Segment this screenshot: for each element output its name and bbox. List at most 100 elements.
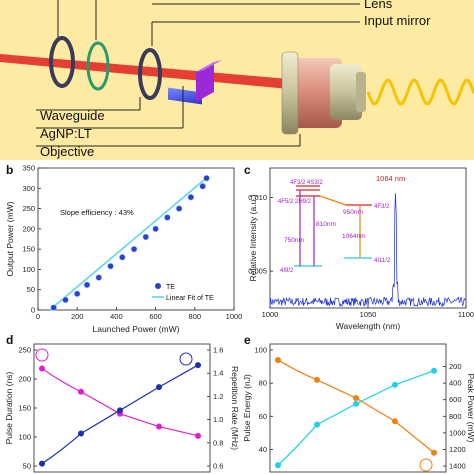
data-point-te: [83, 281, 91, 289]
objective-body: [288, 58, 342, 128]
panel-label-b: b: [6, 163, 13, 177]
y-axis-label-b: Output Power (mW): [5, 201, 15, 276]
data-point: [39, 460, 45, 467]
inset-label-950: 950nm: [343, 209, 363, 216]
y2-tick-label: 1200: [449, 445, 466, 454]
y2-tick-label: 800: [449, 412, 462, 421]
data-point: [353, 400, 359, 407]
label-input-mirror: Input mirror: [364, 13, 431, 28]
legend-fit: Linear Fit of TE: [166, 295, 214, 302]
objective-cap: [330, 64, 362, 120]
inset-label-bottom-left: 4I9/2: [280, 268, 294, 274]
data-point-te: [152, 225, 159, 233]
inset-label-mid-right: 4F3/2: [374, 204, 390, 210]
y-tick-label-c: 0.010: [248, 193, 267, 202]
y-axis-label-e: Pulse Energy (nJ): [242, 374, 252, 442]
y-tick-label: 50: [23, 462, 31, 471]
transition-arrow: [319, 195, 347, 206]
y2-tick-label: 1400: [449, 462, 466, 471]
y-tick-label-b: 100: [22, 265, 35, 274]
data-point: [78, 388, 84, 395]
data-point-te: [107, 262, 114, 270]
x-tick-label-b: 400: [110, 312, 123, 321]
output-beam: [366, 78, 474, 106]
x-axis-label-b: Launched Power (mW): [93, 324, 180, 334]
data-point-te: [164, 214, 171, 221]
panel-label-d: d: [6, 333, 13, 347]
x-tick-label-b: 200: [71, 312, 84, 321]
y-tick-label: 40: [259, 445, 267, 454]
series-line: [277, 370, 435, 466]
y2-tick-label: 0.6: [213, 462, 223, 471]
panel-e: e 100 80 60 40 200 400 600 800 1000 1200 1400 Pul…: [242, 333, 474, 473]
x-tick-label-b: 600: [149, 312, 162, 321]
x-tick-label-c: 1100: [458, 310, 474, 319]
highlight-circle: [35, 348, 49, 362]
data-point: [195, 432, 201, 439]
data-point: [314, 376, 320, 383]
x-axis-label-c: Wavelength (nm): [336, 321, 401, 331]
x-tick-label-c: 1050: [360, 310, 377, 319]
y2-tick-label: 1000: [449, 428, 466, 437]
y-tick-label-b: 0: [31, 306, 35, 315]
y-tick-label: 60: [259, 412, 267, 421]
objective-ring: [281, 51, 299, 135]
highlight-circle: [179, 352, 193, 366]
legend-marker-te: [155, 283, 161, 289]
x-tick-label-b: 1000: [226, 312, 243, 321]
label-lens: Lens: [364, 0, 393, 11]
data-point: [392, 418, 398, 425]
peak-label: 1064 nm: [376, 174, 405, 183]
y-tick-label-b: 200: [22, 224, 35, 233]
y2-tick-label: 1.4: [213, 369, 223, 378]
y-tick-label-b: 300: [22, 184, 35, 193]
inset-label-top: 4F3/2 4S3/2: [290, 180, 323, 186]
y-tick-label: 200: [18, 375, 31, 384]
data-point-te: [142, 233, 150, 241]
label-objective: Objective: [40, 144, 94, 159]
data-point: [275, 462, 281, 469]
data-point: [392, 381, 398, 388]
y2-tick-label: 400: [449, 379, 462, 388]
data-point-te: [175, 205, 183, 212]
inset-label-1064: 1064nm: [342, 233, 366, 240]
panel-c: c 0.005 0.010 1000 1050 1100 Relative Inten…: [244, 163, 474, 331]
y2-tick-label: 200: [449, 362, 462, 371]
y-tick-label: 100: [254, 346, 267, 355]
y-tick-label-b: 50: [27, 285, 35, 294]
objective-tip: [356, 72, 366, 112]
inset-label-750: 750nm: [284, 237, 304, 244]
data-point: [156, 384, 162, 391]
plot-frame-e: [269, 343, 447, 473]
y-axis-label-d: Pulse Duration (ns): [4, 371, 14, 444]
y-axis-label-c: Relative Intensity (a.u.): [248, 194, 258, 281]
data-point-te: [73, 290, 81, 298]
data-point-te: [95, 274, 103, 281]
y-tick-label: 250: [18, 346, 31, 355]
agnp-block: [196, 62, 214, 102]
panel-label-e: e: [244, 333, 251, 347]
fit-line: [49, 175, 210, 311]
laser-beam: [0, 54, 300, 90]
spectrum-line: [269, 193, 466, 308]
panel-label-c: c: [244, 163, 251, 177]
data-point: [39, 365, 45, 372]
data-point-te: [187, 193, 195, 201]
data-point-te: [130, 245, 138, 253]
input-mirror-ring: [138, 48, 162, 100]
y2-tick-label: 0.8: [213, 438, 223, 447]
energy-level-inset: 4F3/2 4S3/2 4F5/2 2H9/2 4F3/2 4I9/2 4I11…: [278, 180, 391, 274]
data-point-te: [50, 304, 57, 311]
y-tick-label: 80: [259, 379, 267, 388]
plot-frame-d: [33, 343, 211, 473]
y-tick-label-c: 0.005: [248, 267, 267, 276]
filter-ring: [86, 41, 110, 91]
data-point-te: [199, 182, 206, 190]
data-point: [275, 356, 281, 363]
y-tick-label: 150: [18, 404, 31, 413]
data-point: [353, 395, 359, 402]
y-tick-label: 100: [18, 433, 31, 442]
legend-te: TE: [166, 284, 175, 291]
panel-a: Lens Input mirror Waveguide AgNP:LT Obje…: [0, 0, 474, 160]
